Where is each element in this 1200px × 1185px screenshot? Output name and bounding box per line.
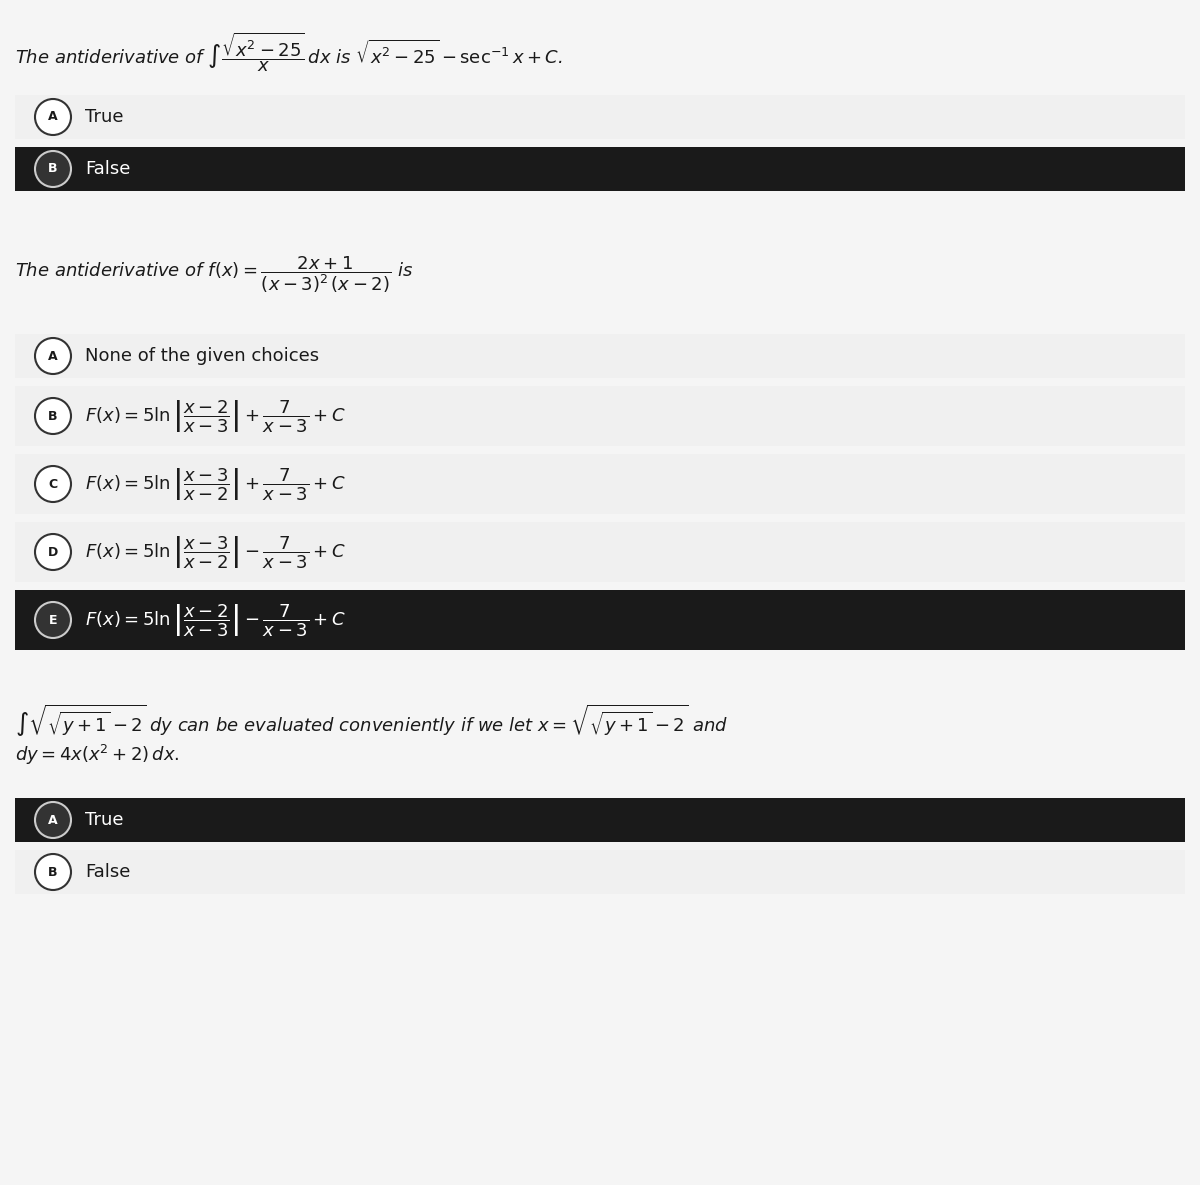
Text: A: A bbox=[48, 110, 58, 123]
FancyBboxPatch shape bbox=[14, 95, 1186, 139]
Circle shape bbox=[35, 398, 71, 434]
FancyBboxPatch shape bbox=[14, 386, 1186, 446]
Text: $\int\sqrt{\sqrt{y+1}-2}\;dy$ can be evaluated conveniently if we let $x=\sqrt{\: $\int\sqrt{\sqrt{y+1}-2}\;dy$ can be eva… bbox=[14, 703, 728, 739]
Text: The antiderivative of $\int \dfrac{\sqrt{x^2-25}}{x}\,dx$ is $\sqrt{x^2-25}-\sec: The antiderivative of $\int \dfrac{\sqrt… bbox=[14, 30, 563, 73]
FancyBboxPatch shape bbox=[14, 798, 1186, 843]
Circle shape bbox=[35, 802, 71, 838]
Text: C: C bbox=[48, 478, 58, 491]
Text: B: B bbox=[48, 162, 58, 175]
Text: True: True bbox=[85, 108, 124, 126]
Text: $F(x) = 5\ln\left|\dfrac{x-3}{x-2}\right| + \dfrac{7}{x-3} + C$: $F(x) = 5\ln\left|\dfrac{x-3}{x-2}\right… bbox=[85, 466, 346, 502]
Text: False: False bbox=[85, 863, 131, 880]
Text: E: E bbox=[49, 614, 58, 627]
Circle shape bbox=[35, 100, 71, 135]
FancyBboxPatch shape bbox=[14, 334, 1186, 378]
Text: A: A bbox=[48, 813, 58, 826]
FancyBboxPatch shape bbox=[14, 147, 1186, 191]
Circle shape bbox=[35, 602, 71, 638]
Text: False: False bbox=[85, 160, 131, 178]
Circle shape bbox=[35, 854, 71, 890]
Text: The antiderivative of $f(x) = \dfrac{2x+1}{(x-3)^2\,(x-2)}$ is: The antiderivative of $f(x) = \dfrac{2x+… bbox=[14, 254, 413, 295]
Text: B: B bbox=[48, 410, 58, 423]
Circle shape bbox=[35, 150, 71, 187]
FancyBboxPatch shape bbox=[14, 850, 1186, 893]
FancyBboxPatch shape bbox=[14, 523, 1186, 582]
Text: B: B bbox=[48, 865, 58, 878]
Circle shape bbox=[35, 534, 71, 570]
Text: $F(x) = 5\ln\left|\dfrac{x-2}{x-3}\right| - \dfrac{7}{x-3} + C$: $F(x) = 5\ln\left|\dfrac{x-2}{x-3}\right… bbox=[85, 602, 346, 638]
Text: A: A bbox=[48, 350, 58, 363]
Text: True: True bbox=[85, 811, 124, 830]
Text: $F(x) = 5\ln\left|\dfrac{x-3}{x-2}\right| - \dfrac{7}{x-3} + C$: $F(x) = 5\ln\left|\dfrac{x-3}{x-2}\right… bbox=[85, 534, 346, 570]
Text: D: D bbox=[48, 545, 58, 558]
Circle shape bbox=[35, 338, 71, 374]
Circle shape bbox=[35, 466, 71, 502]
FancyBboxPatch shape bbox=[14, 454, 1186, 514]
Text: $F(x) = 5\ln\left|\dfrac{x-2}{x-3}\right| + \dfrac{7}{x-3} + C$: $F(x) = 5\ln\left|\dfrac{x-2}{x-3}\right… bbox=[85, 398, 346, 434]
Text: None of the given choices: None of the given choices bbox=[85, 347, 319, 365]
FancyBboxPatch shape bbox=[14, 590, 1186, 651]
Text: $dy = 4x(x^2+2)\,dx.$: $dy = 4x(x^2+2)\,dx.$ bbox=[14, 743, 180, 767]
